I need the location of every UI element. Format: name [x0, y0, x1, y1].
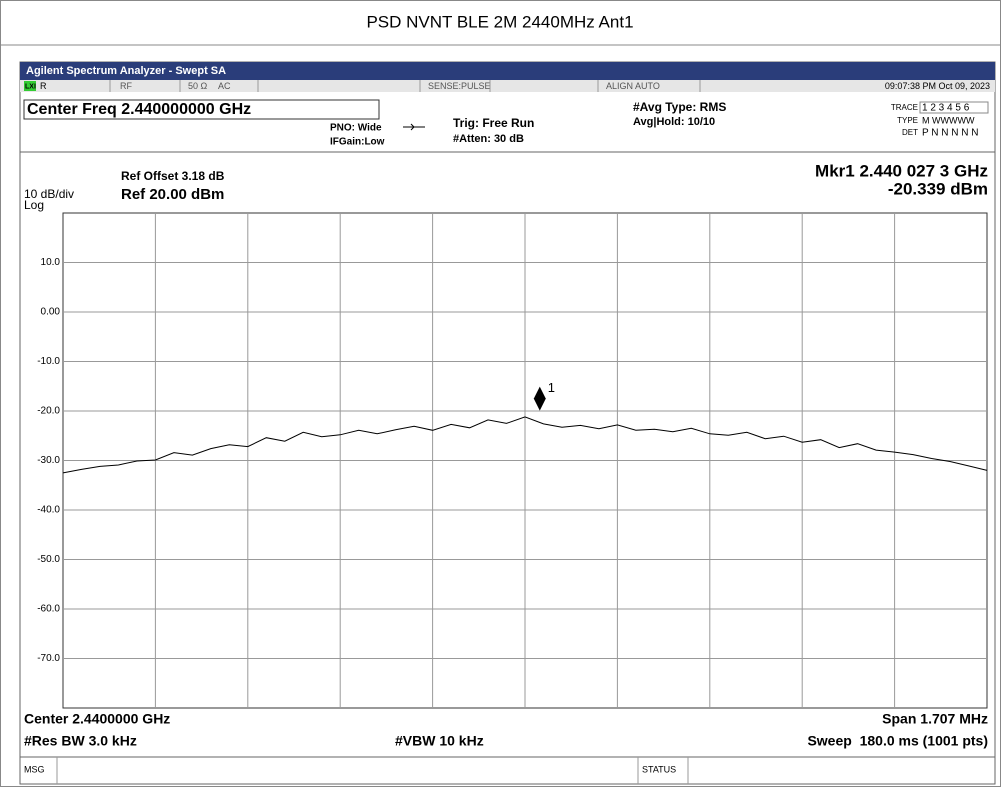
vbw-label: #VBW 10 kHz	[395, 733, 484, 749]
app-bar	[20, 62, 995, 80]
y-tick-label: -10.0	[37, 356, 60, 367]
marker-number: 1	[548, 380, 555, 395]
y-tick-label: -20.0	[37, 406, 60, 417]
marker-label: Mkr1 2.440 027 3 GHz	[815, 161, 988, 180]
trig-arrow	[403, 123, 425, 131]
status-rf: RF	[120, 81, 132, 91]
atten: #Atten: 30 dB	[453, 133, 524, 145]
ifgain: IFGain:Low	[330, 137, 385, 148]
footer-dividers	[56, 757, 689, 784]
span-label: Span 1.707 MHz	[882, 711, 988, 727]
lxi-icon	[24, 81, 36, 91]
page-title: PSD NVNT BLE 2M 2440MHz Ant1	[366, 12, 633, 31]
app-title: Agilent Spectrum Analyzer - Swept SA	[26, 65, 226, 77]
type-label: TYPE	[897, 116, 918, 125]
scale-type: Log	[24, 198, 44, 212]
trace-label: TRACE	[891, 103, 918, 112]
y-tick-label: 10.0	[41, 257, 61, 268]
status-r: R	[40, 81, 47, 91]
trig: Trig: Free Run	[453, 116, 534, 130]
status-dividers	[109, 80, 701, 92]
y-tick-label: -70.0	[37, 653, 60, 664]
center-freq: Center Freq 2.440000000 GHz	[27, 101, 251, 118]
marker-value: -20.339 dBm	[888, 179, 988, 198]
pno: PNO: Wide	[330, 123, 382, 134]
status-coupling: AC	[218, 81, 231, 91]
det-value: P N N N N N	[922, 128, 979, 139]
lxi: LXI	[25, 83, 36, 90]
sweep-label: Sweep 180.0 ms (1001 pts)	[807, 733, 988, 749]
status-row	[20, 80, 995, 92]
status-align: ALIGN AUTO	[606, 81, 660, 91]
det-label: DET	[902, 128, 918, 137]
status-sense: SENSE:PULSE	[428, 81, 491, 91]
type-value: M WWWWW	[922, 115, 975, 125]
trace	[62, 416, 988, 474]
msg: MSG	[24, 764, 45, 774]
rbw-label: #Res BW 3.0 kHz	[24, 733, 137, 749]
avg-type: #Avg Type: RMS	[633, 100, 726, 114]
avg-hold: Avg|Hold: 10/10	[633, 116, 715, 128]
ref-level: Ref 20.00 dBm	[121, 186, 224, 203]
ref-offset: Ref Offset 3.18 dB	[121, 169, 225, 183]
status: STATUS	[642, 764, 676, 774]
marker	[533, 386, 546, 411]
center-freq-box	[23, 99, 380, 120]
status-datetime: 09:07:38 PM Oct 09, 2023	[885, 81, 990, 91]
y-tick-label: -60.0	[37, 604, 60, 615]
center-label: Center 2.4400000 GHz	[24, 711, 170, 727]
y-tick-label: -30.0	[37, 455, 60, 466]
status-impedance: 50 Ω	[188, 81, 208, 91]
y-tick-label: 0.00	[41, 307, 61, 318]
y-tick-label: -50.0	[37, 554, 60, 565]
scale: 10 dB/div	[24, 187, 74, 201]
trace-value: 1 2 3 4 5 6	[922, 103, 970, 114]
trace-box	[919, 101, 989, 114]
y-tick-label: -40.0	[37, 505, 60, 516]
